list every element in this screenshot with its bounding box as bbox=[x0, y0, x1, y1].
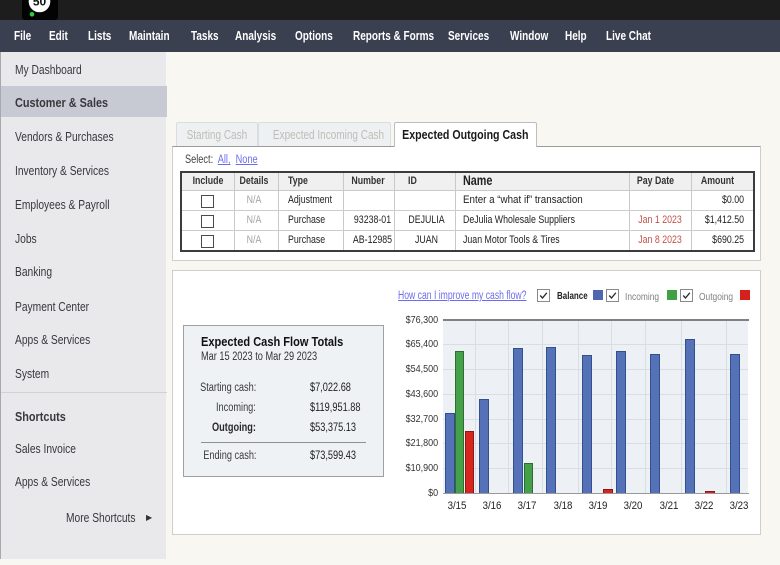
svg-text:50: 50 bbox=[33, 0, 47, 9]
